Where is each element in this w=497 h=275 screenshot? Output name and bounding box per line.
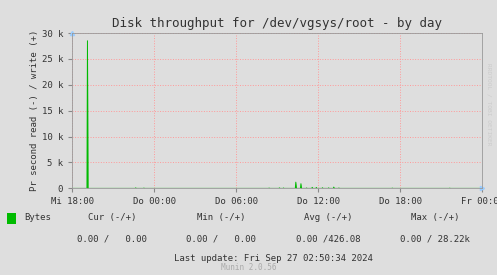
Text: RRDTOOL / TOBI OETIKER: RRDTOOL / TOBI OETIKER [486,63,491,146]
Text: Bytes: Bytes [24,213,51,222]
Text: Avg (-/+): Avg (-/+) [304,213,352,222]
Text: 0.00 /   0.00: 0.00 / 0.00 [77,235,147,244]
Text: Last update: Fri Sep 27 02:50:34 2024: Last update: Fri Sep 27 02:50:34 2024 [174,254,373,263]
Y-axis label: Pr second read (-) / write (+): Pr second read (-) / write (+) [30,30,39,191]
Text: Munin 2.0.56: Munin 2.0.56 [221,263,276,272]
Text: Cur (-/+): Cur (-/+) [87,213,136,222]
Title: Disk throughput for /dev/vgsys/root - by day: Disk throughput for /dev/vgsys/root - by… [112,17,442,31]
Text: 0.00 /   0.00: 0.00 / 0.00 [186,235,256,244]
Text: 0.00 / 28.22k: 0.00 / 28.22k [400,235,470,244]
Text: Max (-/+): Max (-/+) [411,213,459,222]
Text: 0.00 /426.08: 0.00 /426.08 [296,235,360,244]
Text: Min (-/+): Min (-/+) [197,213,246,222]
